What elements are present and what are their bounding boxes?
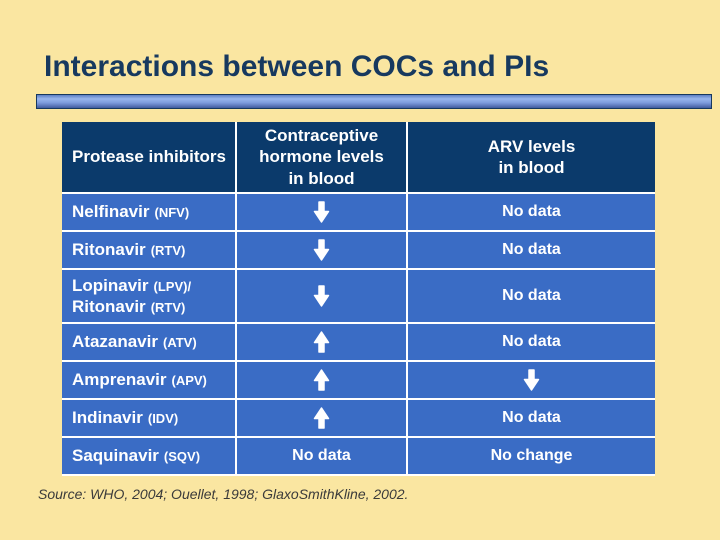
drug-abbreviation: (NFV) <box>154 205 190 221</box>
drug-name: Indinavir <box>72 408 143 428</box>
drug-name-cell: Lopinavir (LPV)/Ritonavir (RTV) <box>62 268 237 324</box>
table-row: Atazanavir (ATV) No data <box>62 322 655 362</box>
column-header-arv-levels: ARV levels in blood <box>406 122 655 194</box>
hormone-value-cell <box>235 268 408 324</box>
drug-name: Ritonavir <box>72 240 146 260</box>
table-header-row: Protease inhibitors Contraceptive hormon… <box>62 122 655 194</box>
drug-name-cell: Atazanavir (ATV) <box>62 322 237 362</box>
table-row: Amprenavir (APV) <box>62 360 655 400</box>
table-row: Nelfinavir (NFV) No data <box>62 192 655 232</box>
cell-value: No data <box>502 241 561 258</box>
arv-value-cell: No data <box>406 230 655 270</box>
drug-name-cell: Amprenavir (APV) <box>62 360 237 400</box>
drug-name: Amprenavir <box>72 370 167 390</box>
drug-name: Lopinavir <box>72 275 149 295</box>
cell-value: No data <box>292 447 351 464</box>
drug-abbreviation: (APV) <box>171 373 207 389</box>
source-citation: Source: WHO, 2004; Ouellet, 1998; GlaxoS… <box>38 486 409 502</box>
drug-abbreviation: (IDV) <box>147 411 179 427</box>
table-row: Lopinavir (LPV)/Ritonavir (RTV) No data <box>62 268 655 324</box>
drug-abbreviation: (ATV) <box>162 335 197 351</box>
table-row: Saquinavir (SQV) No data No change <box>62 436 655 476</box>
drug-name-cell: Nelfinavir (NFV) <box>62 192 237 232</box>
up-arrow-icon <box>313 407 330 429</box>
arv-value-cell <box>406 360 655 400</box>
column-header-protease-inhibitors: Protease inhibitors <box>62 122 237 194</box>
arv-value-cell: No data <box>406 192 655 232</box>
column-header-contraceptive-hormone-levels: Contraceptive hormone levels in blood <box>235 122 408 194</box>
cell-value: No data <box>502 333 561 350</box>
hormone-value-cell <box>235 230 408 270</box>
up-arrow-icon <box>313 331 330 353</box>
arv-value-cell: No data <box>406 398 655 438</box>
drug-abbreviation: (SQV) <box>163 449 201 465</box>
drug-abbreviation: (RTV) <box>150 243 186 259</box>
arv-value-cell: No data <box>406 322 655 362</box>
table-row: Indinavir (IDV) No data <box>62 398 655 438</box>
down-arrow-icon <box>313 201 330 223</box>
arv-value-cell: No data <box>406 268 655 324</box>
drug-name-line: Atazanavir (ATV) <box>72 331 234 352</box>
drug-name-line: Amprenavir (APV) <box>72 369 234 390</box>
hormone-value-cell <box>235 192 408 232</box>
drug-name: Ritonavir <box>72 297 146 316</box>
down-arrow-icon <box>313 285 330 307</box>
table-row: Ritonavir (RTV) No data <box>62 230 655 270</box>
cell-value: No data <box>502 409 561 426</box>
cell-value: No data <box>502 287 561 304</box>
drug-name-line: Nelfinavir (NFV) <box>72 201 234 222</box>
drug-name-cell: Ritonavir (RTV) <box>62 230 237 270</box>
drug-name-line: Ritonavir (RTV) <box>72 239 234 260</box>
down-arrow-icon <box>523 369 540 391</box>
drug-abbreviation: (LPV)/ <box>153 278 192 294</box>
up-arrow-icon <box>313 369 330 391</box>
page-title: Interactions between COCs and PIs <box>44 50 550 83</box>
hormone-value-cell: No data <box>235 436 408 476</box>
drug-name-cell: Indinavir (IDV) <box>62 398 237 438</box>
interactions-table: Protease inhibitors Contraceptive hormon… <box>62 122 655 476</box>
title-underline-bar <box>36 94 712 109</box>
drug-name-line: Saquinavir (SQV) <box>72 445 234 466</box>
hormone-value-cell <box>235 360 408 400</box>
drug-name-cell: Saquinavir (SQV) <box>62 436 237 476</box>
down-arrow-icon <box>313 239 330 261</box>
drug-name-line: Indinavir (IDV) <box>72 407 234 428</box>
arv-value-cell: No change <box>406 436 655 476</box>
drug-name-line: Ritonavir (RTV) <box>72 296 234 317</box>
drug-name: Nelfinavir <box>72 202 150 222</box>
drug-abbreviation: (RTV) <box>150 300 186 315</box>
hormone-value-cell <box>235 398 408 438</box>
hormone-value-cell <box>235 322 408 362</box>
drug-name-line: Lopinavir (LPV)/ <box>72 275 234 296</box>
cell-value: No data <box>502 203 561 220</box>
drug-name: Saquinavir <box>72 446 159 466</box>
drug-name: Atazanavir <box>72 332 158 352</box>
cell-value: No change <box>490 447 573 464</box>
